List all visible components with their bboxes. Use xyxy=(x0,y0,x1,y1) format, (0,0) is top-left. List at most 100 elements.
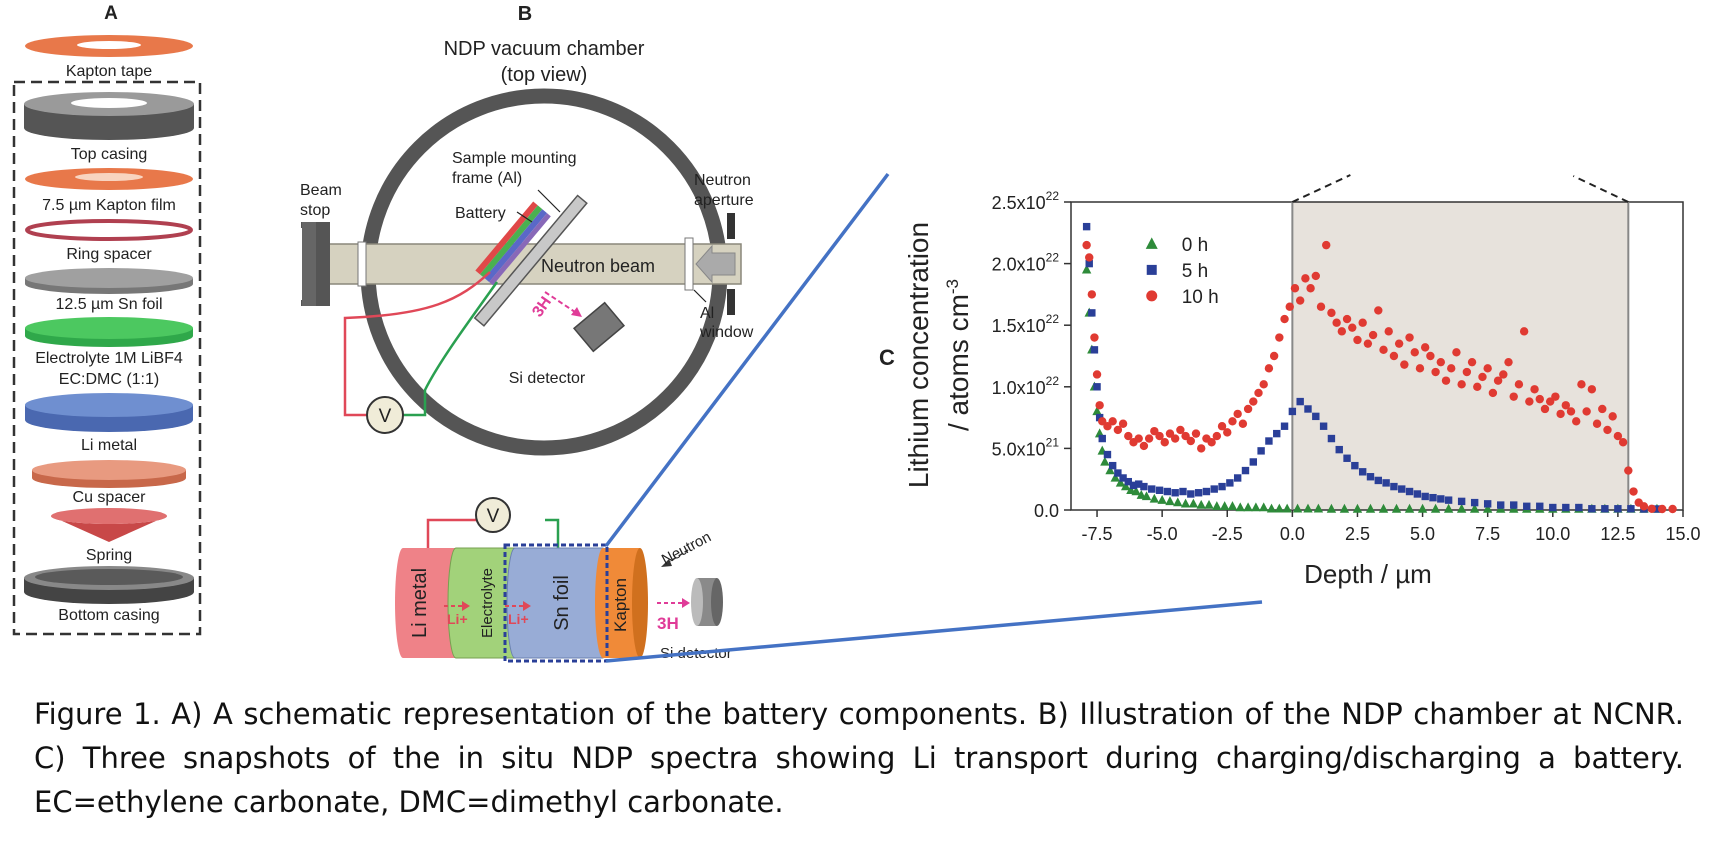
component-label-li-metal: Li metal xyxy=(81,437,137,454)
data-point xyxy=(1322,240,1331,250)
data-point xyxy=(1530,385,1539,394)
data-point xyxy=(1394,339,1404,348)
data-point xyxy=(1535,394,1544,404)
scatter-plot: -7.5 -5.0 -2.5 0.0 2.5 5.0 7.5 10.0 12.5 15.0 0.0… xyxy=(992,174,1701,544)
data-point xyxy=(1095,401,1104,410)
data-point xyxy=(1108,461,1117,470)
data-point xyxy=(1316,302,1326,311)
data-point xyxy=(1150,426,1159,436)
li-metal-icon xyxy=(25,393,193,432)
data-point xyxy=(1228,417,1237,426)
data-point xyxy=(1431,367,1440,377)
data-point xyxy=(1436,357,1446,367)
cell-si-detector-icon xyxy=(691,578,723,626)
data-point xyxy=(1295,296,1305,305)
kapton-tape-icon xyxy=(25,35,193,57)
data-point xyxy=(1473,382,1482,391)
li-ion-label-1: Li+ xyxy=(447,611,468,627)
data-point xyxy=(1629,487,1638,496)
data-point xyxy=(1624,466,1633,475)
data-point xyxy=(1241,466,1250,475)
data-point xyxy=(1233,474,1242,482)
data-point xyxy=(1092,406,1102,416)
data-point xyxy=(1456,503,1467,513)
data-point xyxy=(1444,496,1453,504)
y-tick-label: 1.0x1022 xyxy=(992,374,1060,398)
data-point xyxy=(1504,357,1513,367)
data-point xyxy=(1226,479,1234,487)
legend: 0 h 5 h 10 h xyxy=(1145,235,1219,308)
data-point xyxy=(1647,504,1656,513)
data-point xyxy=(1280,422,1289,430)
data-point xyxy=(1561,401,1571,410)
data-point xyxy=(1358,318,1367,327)
y-tick-label: 0.0 xyxy=(1034,501,1059,521)
data-point xyxy=(1352,503,1363,513)
data-point xyxy=(1378,503,1389,513)
data-point xyxy=(1592,419,1602,428)
data-point xyxy=(1493,376,1503,385)
y-axis-label-line2: / atoms cm-3 xyxy=(943,279,974,431)
y-tick-label: 1.5x1022 xyxy=(992,312,1060,336)
data-point xyxy=(1618,438,1628,447)
x-tick-label: 7.5 xyxy=(1475,524,1500,544)
neutron-beam-label: Neutron beam xyxy=(541,256,655,276)
data-point xyxy=(1391,503,1402,513)
component-label-top-casing: Top casing xyxy=(71,146,148,163)
data-point xyxy=(1536,502,1544,511)
data-point xyxy=(1421,492,1429,501)
legend-label: 0 h xyxy=(1182,235,1208,256)
data-point xyxy=(1082,240,1091,250)
bottom-casing-icon xyxy=(24,566,194,604)
data-point xyxy=(1614,505,1622,513)
data-point xyxy=(1197,444,1206,453)
voltmeter-label: V xyxy=(379,406,392,427)
data-point xyxy=(1374,306,1383,315)
data-point xyxy=(1390,482,1398,491)
green-wire xyxy=(402,281,499,417)
data-point xyxy=(1410,348,1419,357)
data-point xyxy=(1103,450,1112,459)
component-label-sn-foil: 12.5 µm Sn foil xyxy=(55,296,162,313)
data-point xyxy=(1482,503,1493,513)
aperture-top-icon xyxy=(727,213,735,239)
series-10h xyxy=(1082,240,1677,514)
data-point xyxy=(1254,388,1263,398)
data-point xyxy=(1627,505,1635,513)
y-axis-label: Lithium concentration / atoms cm-3 xyxy=(903,222,974,488)
data-point xyxy=(1582,407,1591,416)
data-point xyxy=(1251,502,1261,512)
data-point xyxy=(1155,431,1164,441)
data-point xyxy=(1312,412,1320,421)
data-point xyxy=(1389,351,1399,361)
neutron-aperture-label-2: aperture xyxy=(694,192,754,209)
data-point xyxy=(1639,502,1649,511)
data-point xyxy=(1497,501,1505,509)
data-point xyxy=(1141,491,1152,501)
data-point xyxy=(1157,494,1167,504)
panel-c: C Lithium concentration / atoms cm-3 Dep… xyxy=(879,174,1701,589)
si-detector-icon xyxy=(572,301,626,353)
frame-label: Sample mounting xyxy=(452,150,577,167)
x-tick-label: 10.0 xyxy=(1535,524,1570,544)
data-point xyxy=(1180,498,1191,508)
data-point xyxy=(1483,500,1492,508)
figure: A Kapton tape Top casing 7.5 µm Kapton f… xyxy=(12,3,1701,663)
data-point xyxy=(1420,343,1430,352)
cell-voltmeter-icon xyxy=(475,497,511,533)
data-point xyxy=(1379,345,1388,355)
component-label-electrolyte: Electrolyte 1M LiBF4 xyxy=(35,350,183,367)
data-point xyxy=(1551,392,1560,401)
data-point xyxy=(1207,438,1216,447)
data-point xyxy=(1187,490,1195,498)
data-point xyxy=(1219,501,1230,511)
x-tick-label: 2.5 xyxy=(1345,524,1370,544)
al-window-label-2: window xyxy=(699,324,754,341)
data-point xyxy=(1092,370,1102,379)
panel-a-letter: A xyxy=(104,3,118,24)
data-point xyxy=(1100,456,1110,466)
data-point xyxy=(1303,503,1313,513)
chamber-subtitle: (top view) xyxy=(501,64,588,86)
kapton-film-icon xyxy=(25,168,193,190)
component-label-kapton-film: 7.5 µm Kapton film xyxy=(42,197,176,214)
